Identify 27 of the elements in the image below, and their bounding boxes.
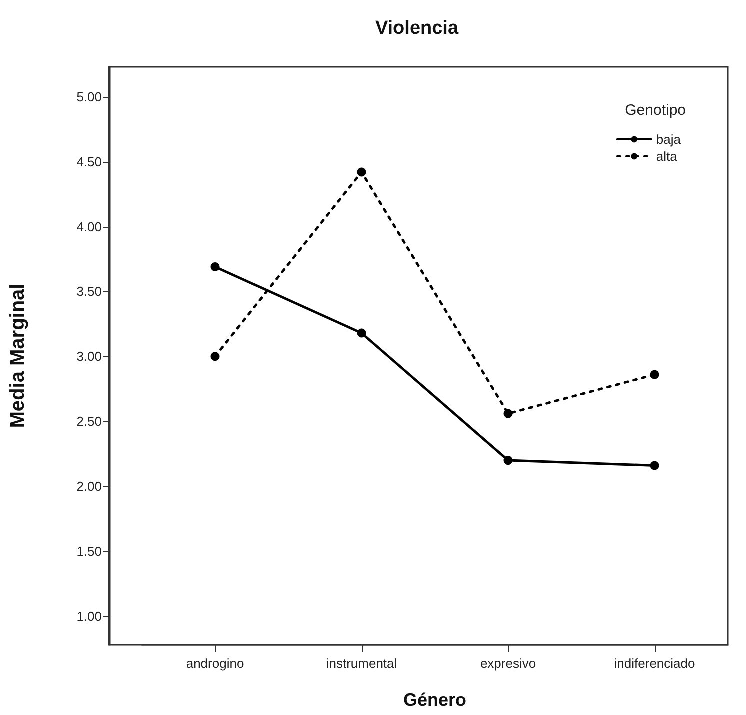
legend-title: Genotipo bbox=[625, 102, 686, 119]
point bbox=[210, 352, 220, 362]
y-tick-label: 1.00 bbox=[76, 608, 102, 624]
y-tick-label: 5.00 bbox=[76, 89, 102, 104]
y-tick-label: 3.00 bbox=[76, 349, 102, 364]
legend-label: alta bbox=[656, 149, 678, 164]
y-tick-label: 4.00 bbox=[76, 219, 102, 234]
y-tick-label: 1.50 bbox=[76, 544, 102, 559]
legend-label: baja bbox=[656, 132, 682, 147]
point bbox=[357, 168, 366, 177]
point bbox=[504, 456, 513, 466]
y-tick-label: 2.00 bbox=[76, 479, 102, 494]
point bbox=[504, 409, 513, 418]
point bbox=[357, 328, 366, 338]
point bbox=[210, 262, 220, 272]
x-tick-label: expresivo bbox=[480, 656, 536, 671]
x-axis-title: Género bbox=[403, 690, 467, 710]
y-axis-title: Media Marginal bbox=[7, 284, 29, 428]
y-tick-label: 4.50 bbox=[76, 154, 102, 170]
x-tick-label: instrumental bbox=[326, 656, 398, 671]
x-tick-label: indiferenciado bbox=[614, 656, 696, 671]
x-tick-label: androgino bbox=[186, 656, 244, 671]
y-tick-label: 2.50 bbox=[76, 414, 102, 430]
point bbox=[650, 370, 660, 380]
y-tick-label: 3.50 bbox=[76, 284, 102, 300]
chart-title: Violencia bbox=[375, 18, 459, 39]
point bbox=[650, 461, 660, 470]
